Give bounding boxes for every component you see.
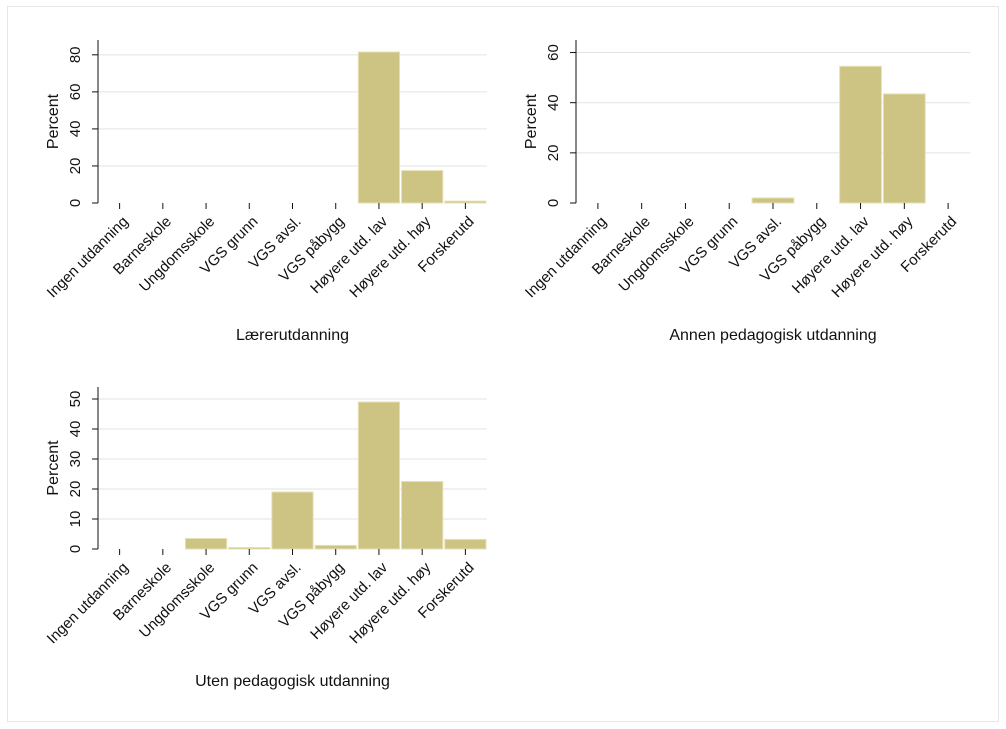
panel-title: Lærerutdanning: [236, 327, 349, 344]
figure-frame: [7, 6, 999, 722]
y-axis-title: Percent: [523, 93, 540, 149]
bar-7: [357, 401, 401, 550]
bar-9: [444, 200, 487, 204]
bar-9: [444, 538, 487, 550]
y-tick-label: 60: [545, 44, 562, 61]
x-tick-label: Ungdomsskole: [615, 213, 697, 295]
bar-5: [271, 491, 314, 550]
bar-5: [751, 197, 795, 204]
y-tick-label: 40: [67, 121, 84, 138]
y-tick-label: 0: [67, 545, 84, 553]
y-axis-title: Percent: [45, 440, 62, 496]
panel-title: Annen pedagogisk utdanning: [669, 327, 876, 344]
x-tick-label: Høyere utd. lav: [307, 559, 391, 643]
y-tick-label: 50: [67, 391, 84, 408]
y-tick-label: 20: [67, 158, 84, 175]
y-tick-label: 30: [67, 451, 84, 468]
bar-7: [357, 51, 401, 204]
panel-title: Uten pedagogisk utdanning: [195, 673, 390, 690]
bar-7: [839, 65, 882, 204]
bar-4: [228, 547, 271, 550]
bar-8: [401, 170, 444, 204]
bar-8: [882, 93, 926, 204]
y-tick-label: 0: [67, 199, 84, 207]
y-tick-label: 40: [545, 94, 562, 111]
y-tick-label: 60: [67, 84, 84, 101]
bar-6: [314, 544, 357, 550]
bar-3: [184, 538, 228, 550]
y-tick-label: 0: [545, 199, 562, 207]
x-tick-label: Ungdomsskole: [136, 559, 218, 641]
x-tick-label: Høyere utd. lav: [307, 213, 391, 297]
x-tick-label: Ungdomsskole: [136, 213, 218, 295]
y-tick-label: 40: [67, 421, 84, 438]
y-tick-label: 20: [545, 145, 562, 162]
y-tick-label: 10: [67, 511, 84, 528]
bar-8: [401, 481, 444, 550]
y-tick-label: 20: [67, 481, 84, 498]
y-tick-label: 80: [67, 46, 84, 63]
x-tick-label: Høyere utd. lav: [789, 213, 873, 297]
y-axis-title: Percent: [45, 93, 62, 149]
